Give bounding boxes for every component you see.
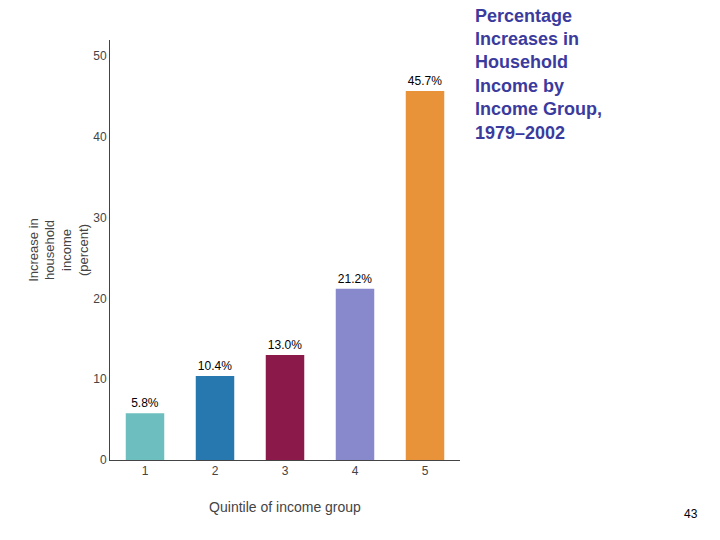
svg-text:13.0%: 13.0% <box>268 338 302 352</box>
svg-text:30: 30 <box>93 211 107 225</box>
svg-text:Increase inhouseholdincome(per: Increase inhouseholdincome(percent) <box>26 218 92 282</box>
svg-text:45.7%: 45.7% <box>408 74 442 88</box>
svg-text:21.2%: 21.2% <box>338 272 372 286</box>
svg-text:10.4%: 10.4% <box>198 359 232 373</box>
svg-text:3: 3 <box>282 464 289 478</box>
svg-text:43: 43 <box>684 507 698 521</box>
svg-text:20: 20 <box>93 292 107 306</box>
svg-text:5.8%: 5.8% <box>131 396 159 410</box>
svg-text:Quintile of income group: Quintile of income group <box>209 499 361 515</box>
svg-text:10: 10 <box>93 372 107 386</box>
svg-text:4: 4 <box>352 464 359 478</box>
svg-text:50: 50 <box>93 49 107 63</box>
svg-text:5: 5 <box>422 464 429 478</box>
svg-text:PercentageIncreases inHousehol: PercentageIncreases inHouseholdIncome by… <box>475 6 602 143</box>
svg-text:40: 40 <box>93 130 107 144</box>
svg-text:2: 2 <box>212 464 219 478</box>
svg-text:1: 1 <box>142 464 149 478</box>
svg-text:0: 0 <box>100 453 107 467</box>
